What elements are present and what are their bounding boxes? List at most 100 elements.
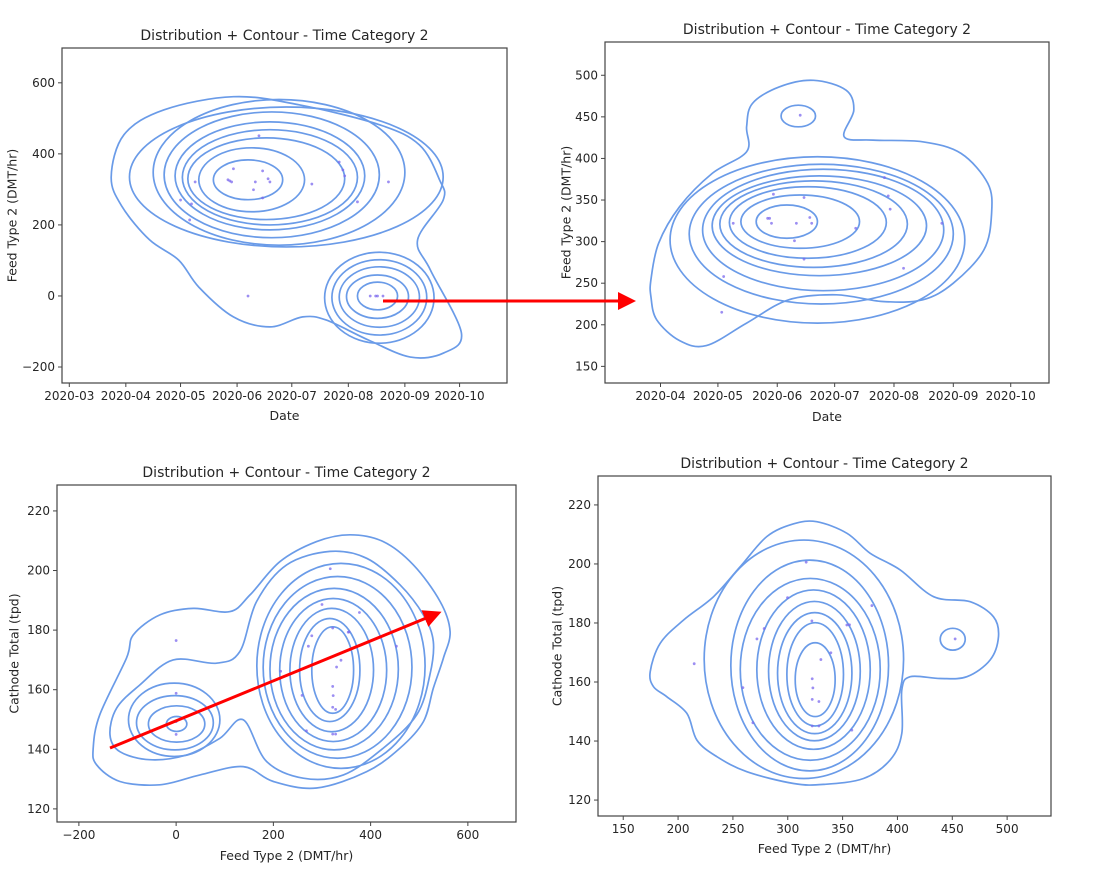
contour-line bbox=[310, 625, 355, 715]
y-tick-label: 400 bbox=[575, 151, 598, 165]
contour-line bbox=[92, 533, 451, 790]
data-point bbox=[394, 644, 398, 648]
contour-line bbox=[278, 597, 388, 743]
axes-frame bbox=[61, 47, 508, 384]
x-tick-label: 2020-07 bbox=[810, 389, 860, 403]
contour-line bbox=[212, 159, 284, 201]
contour-line bbox=[181, 128, 359, 226]
y-tick-label: 180 bbox=[568, 616, 591, 630]
x-tick-label: 2020-03 bbox=[44, 389, 94, 403]
data-point bbox=[252, 188, 255, 192]
data-point bbox=[334, 732, 338, 736]
data-point bbox=[751, 721, 755, 725]
x-tick-label: 2020-10 bbox=[986, 389, 1036, 403]
data-point bbox=[339, 658, 343, 662]
data-point bbox=[305, 729, 308, 733]
data-point bbox=[261, 196, 265, 200]
y-tick-label: 140 bbox=[568, 734, 591, 748]
data-point bbox=[368, 294, 372, 298]
chart-title: Distribution + Contour - Time Category 2 bbox=[140, 28, 428, 44]
x-tick-label: −200 bbox=[62, 828, 95, 842]
data-point bbox=[817, 700, 821, 703]
contour-line bbox=[128, 106, 445, 248]
y-tick-label: 120 bbox=[27, 802, 50, 816]
x-tick-label: 300 bbox=[776, 822, 799, 836]
data-point bbox=[883, 176, 886, 179]
data-point bbox=[762, 627, 766, 630]
data-point bbox=[343, 174, 347, 178]
data-point bbox=[810, 698, 814, 701]
x-tick-label: 2020-06 bbox=[752, 389, 802, 403]
data-point bbox=[770, 221, 773, 225]
data-point bbox=[320, 603, 324, 606]
x-tick-label: 2020-04 bbox=[101, 389, 151, 403]
data-point bbox=[850, 728, 854, 732]
x-tick-label: 2020-08 bbox=[323, 389, 373, 403]
x-tick-label: 150 bbox=[612, 822, 635, 836]
contour-line bbox=[649, 520, 1000, 786]
data-point bbox=[261, 169, 265, 173]
data-point bbox=[810, 221, 814, 225]
data-point bbox=[300, 693, 304, 697]
x-axis-label: Feed Type 2 (DMT/hr) bbox=[220, 848, 353, 863]
chart-title: Distribution + Contour - Time Category 2 bbox=[142, 465, 430, 481]
chart-title: Distribution + Contour - Time Category 2 bbox=[683, 22, 971, 38]
y-tick-label: 350 bbox=[575, 193, 598, 207]
data-point bbox=[376, 294, 379, 298]
data-point bbox=[334, 707, 338, 711]
data-point bbox=[193, 180, 197, 184]
contour-line bbox=[701, 168, 945, 292]
y-tick-label: 120 bbox=[568, 793, 591, 807]
contour-line bbox=[127, 682, 221, 758]
data-point bbox=[266, 177, 270, 181]
data-point bbox=[341, 168, 345, 172]
data-point bbox=[328, 567, 332, 571]
data-point bbox=[810, 724, 814, 728]
data-point bbox=[306, 644, 310, 648]
data-point bbox=[848, 623, 851, 627]
data-point bbox=[798, 113, 802, 117]
axes-frame bbox=[56, 484, 517, 823]
contour-line bbox=[728, 185, 888, 260]
data-point bbox=[246, 294, 250, 298]
data-point bbox=[772, 192, 775, 196]
x-tick-label: 2020-05 bbox=[693, 389, 743, 403]
data-point bbox=[331, 732, 335, 736]
chart-panels: 2020-03 2020-04 2020-05 2020-06 2020-07 2020-… bbox=[5, 22, 1052, 863]
data-point bbox=[230, 180, 234, 184]
y-tick-label: 200 bbox=[27, 564, 50, 578]
x-axis-label: Date bbox=[270, 408, 300, 423]
data-point bbox=[331, 626, 335, 630]
data-point bbox=[808, 216, 812, 219]
chart-panel-1: 2020-03 2020-04 2020-05 2020-06 2020-07 2020-… bbox=[5, 28, 508, 423]
contour-line bbox=[298, 617, 361, 723]
y-tick-label: 300 bbox=[575, 235, 598, 249]
data-point bbox=[902, 266, 905, 270]
contour-line bbox=[794, 641, 836, 718]
data-point bbox=[232, 167, 235, 171]
data-point bbox=[331, 685, 335, 688]
kde-contours bbox=[92, 533, 451, 790]
contour-line bbox=[147, 704, 206, 743]
data-point bbox=[331, 705, 335, 709]
contour-line bbox=[331, 258, 428, 336]
x-tick-label: 2020-08 bbox=[869, 389, 919, 403]
contour-line bbox=[163, 111, 381, 239]
scatter-points bbox=[720, 113, 944, 314]
contour-line bbox=[739, 577, 882, 762]
data-point bbox=[810, 677, 814, 681]
contour-line bbox=[356, 281, 399, 311]
contour-line bbox=[711, 175, 928, 277]
scatter-points bbox=[179, 134, 390, 298]
kde-contours bbox=[649, 520, 1000, 786]
data-point bbox=[766, 216, 770, 220]
data-point bbox=[337, 160, 341, 164]
contour-line bbox=[669, 155, 966, 324]
data-point bbox=[755, 637, 759, 641]
axes-frame bbox=[597, 475, 1052, 817]
y-tick-label: 200 bbox=[575, 318, 598, 332]
x-tick-label: 2020-07 bbox=[267, 389, 317, 403]
y-tick-label: 200 bbox=[568, 557, 591, 571]
data-point bbox=[335, 665, 338, 669]
data-point bbox=[768, 216, 771, 220]
